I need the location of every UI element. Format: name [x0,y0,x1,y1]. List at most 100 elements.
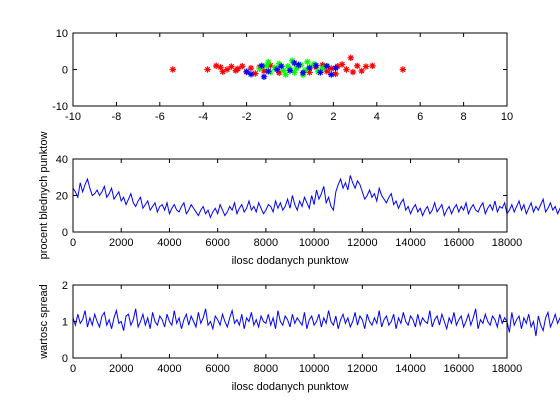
scatter-point [273,66,281,73]
x-tick-label: 4000 [157,363,181,375]
x-tick-label: -8 [112,111,122,123]
y-tick-label: 20 [56,191,68,203]
x-tick-label: 4 [374,111,380,123]
x-tick-label: 8 [461,111,467,123]
scatter-point [362,63,370,70]
scatter-point [219,68,226,75]
scatter-point [286,67,294,74]
x-tick-label: 16000 [443,363,474,375]
scatter-point [347,54,354,62]
y-tick-label: 0 [62,353,68,365]
axes-box [72,158,508,233]
y-tick-label: 1 [62,317,68,329]
x-tick-label: 12000 [347,363,378,375]
scatter-point [260,67,268,75]
scatter-point [328,71,335,78]
scatter-point [223,66,231,73]
x-tick-label: 14000 [395,363,426,375]
scatter-point [247,64,255,72]
scatter-point [354,62,361,70]
x-tick-label: -6 [155,111,165,123]
x-axis-label: ilosc dodanych punktow [232,381,349,393]
scatter-point [284,63,292,70]
scatter-point [267,62,274,69]
error-percent-subplot: 0 2000 4000 6000 8000 10000 12000 14000 16000 180… [38,132,560,267]
scatter-point [312,62,320,69]
y-tick-label: 2 [62,280,68,292]
data-line [72,308,560,337]
scatter-point [306,64,313,72]
x-tick-label: 0 [287,111,293,123]
x-tick-label: 18000 [492,237,523,249]
y-axis-label: procent blednych punktow [38,132,50,260]
x-tick-label: 8000 [254,363,278,375]
x-tick-label: 4000 [157,237,181,249]
x-tick-label: 16000 [443,237,474,249]
scatter-point [301,67,309,74]
scatter-point [399,66,407,73]
scatter-point [291,69,298,76]
scatter-point [304,58,311,66]
x-tick-label: 2000 [109,363,133,375]
x-tick-label: 0 [70,237,76,249]
scatter-point [299,69,307,76]
scatter-point [239,63,246,70]
scatter-point [338,61,346,68]
x-tick-label: -4 [198,111,208,123]
scatter-point [315,68,322,75]
data-line [72,175,560,219]
scatter-point [282,71,289,78]
scatter-point [295,61,302,68]
x-tick-label: 2000 [109,237,133,249]
x-tick-label: 12000 [347,237,378,249]
scatter-point [262,62,270,70]
scatter-point [306,69,313,76]
y-tick-label: 10 [56,28,68,40]
x-tick-label: 18000 [492,363,523,375]
x-tick-label: 2 [330,111,336,123]
y-tick-label: 0 [62,227,68,239]
scatter-point [332,64,339,72]
x-tick-label: 0 [70,363,76,375]
scatter-series-2 [243,59,339,80]
x-tick-label: 10000 [299,363,330,375]
scatter-point [275,60,283,67]
scatter-point [169,66,177,73]
scatter-point [243,68,250,75]
scatter-point [217,64,224,71]
scatter-point [332,70,339,78]
scatter-point [213,62,220,70]
scatter-point [278,63,285,70]
scatter-point [328,65,335,72]
y-tick-label: 40 [56,154,68,166]
y-tick-label: -10 [52,101,68,113]
spread-subplot: 0 2000 4000 6000 8000 10000 12000 14000 16000 180… [38,280,560,393]
scatter-point [343,66,350,73]
scatter-point [247,71,255,78]
scatter-point [265,59,272,66]
scatter-point [265,68,272,75]
scatter-point [258,62,265,70]
scatter-point [369,62,376,70]
y-axis-label: wartosc spread [38,284,50,360]
scatter-point [256,65,263,72]
scatter-point [260,73,268,80]
x-tick-label: 14000 [395,237,426,249]
y-tick-label: 0 [62,65,68,77]
scatter-point [204,66,211,73]
scatter-point [228,63,235,70]
scatter-point [323,63,331,70]
x-tick-label: -2 [242,111,252,123]
scatter-point [267,68,274,76]
scatter-subplot: -10 -8 -6 -4 -2 0 2 4 6 8 10 -10 0 10 [52,28,513,123]
x-tick-label: 6000 [205,237,229,249]
scatter-point [323,68,331,75]
scatter-point [358,67,365,75]
scatter-point [319,65,326,72]
scatter-point [349,68,357,76]
scatter-point [293,64,300,72]
x-tick-label: -10 [65,111,81,123]
scatter-point [319,61,326,69]
x-axis-label: ilosc dodanych punktow [232,255,349,267]
